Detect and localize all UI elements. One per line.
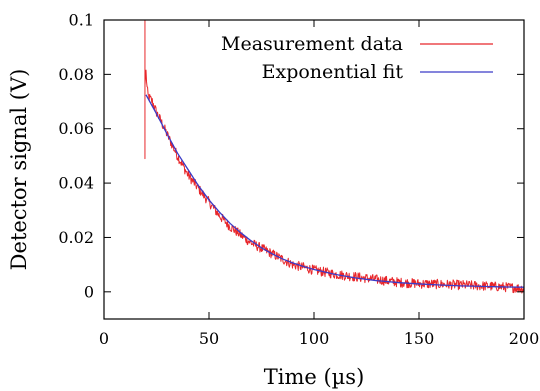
series-layer: [144, 20, 524, 294]
legend-label: Exponential fit: [262, 61, 404, 83]
legend: Measurement data Exponential fit: [221, 33, 493, 83]
x-tick-label: 150: [404, 329, 435, 348]
legend-label: Measurement data: [221, 33, 403, 55]
y-tick-label: 0.06: [58, 119, 94, 138]
y-axis-title: Detector signal (V): [7, 69, 31, 271]
x-axis-title: Time (µs): [264, 365, 365, 389]
y-tick-label: 0.08: [58, 65, 94, 84]
ticks-layer: 0 50 100 150 200 0 0.02 0.04 0.06 0.08 0.1: [58, 11, 539, 349]
y-tick-label: 0: [84, 282, 94, 301]
y-tick-label: 0.1: [69, 11, 94, 30]
y-tick-label: 0.02: [58, 228, 94, 247]
y-tick-label: 0.04: [58, 174, 94, 193]
x-tick-label: 0: [99, 329, 109, 348]
series-line-fit: [145, 94, 524, 288]
x-tick-label: 200: [509, 329, 540, 348]
x-tick-label: 100: [299, 329, 330, 348]
x-tick-label: 50: [199, 329, 219, 348]
